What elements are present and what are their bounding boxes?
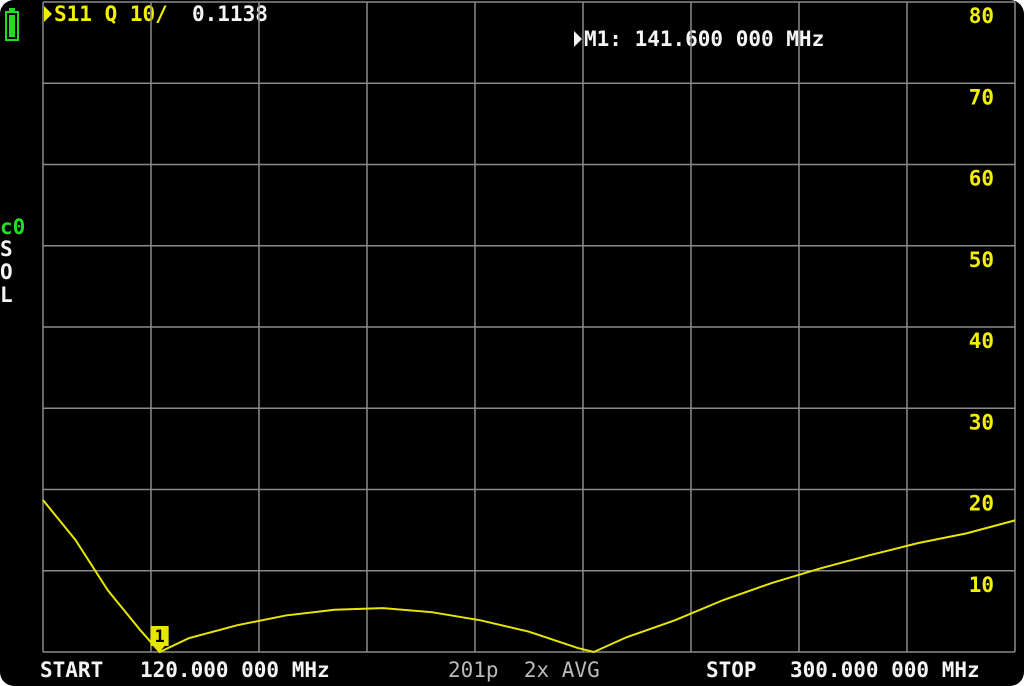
cal-status: c0 — [0, 215, 25, 239]
y-tick-label: 70 — [969, 85, 994, 109]
y-tick-label: 20 — [969, 492, 994, 516]
start-label: START — [40, 658, 103, 682]
y-tick-label: 10 — [969, 573, 994, 597]
marker-readout: M1: 141.600 000 MHz — [584, 27, 824, 51]
cal-flag: O — [0, 260, 13, 284]
sweep-info: 201p 2x AVG — [448, 658, 600, 682]
marker-box — [150, 626, 169, 646]
marker-indicator — [574, 31, 582, 47]
marker: 1 — [150, 626, 169, 652]
trace — [42, 499, 1016, 654]
y-tick-label: 50 — [969, 248, 994, 272]
stop-label: STOP — [706, 658, 757, 682]
battery-icon — [5, 8, 19, 41]
start-value: 120.000 000 MHz — [140, 658, 330, 682]
marker-label: 1 — [155, 627, 165, 647]
trace-indicator — [44, 6, 52, 22]
y-tick-label: 60 — [969, 167, 994, 191]
marker-pointer — [154, 646, 165, 652]
cal-flag: S — [0, 237, 13, 261]
trace-value: 0.1138 — [192, 2, 268, 26]
y-tick-label: 30 — [969, 410, 994, 434]
y-tick-label: 40 — [969, 329, 994, 353]
stop-value: 300.000 000 MHz — [790, 658, 980, 682]
trace-label: S11 Q 10/ — [54, 2, 168, 26]
y-tick-label: 80 — [969, 4, 994, 28]
cal-flag: L — [0, 283, 13, 307]
